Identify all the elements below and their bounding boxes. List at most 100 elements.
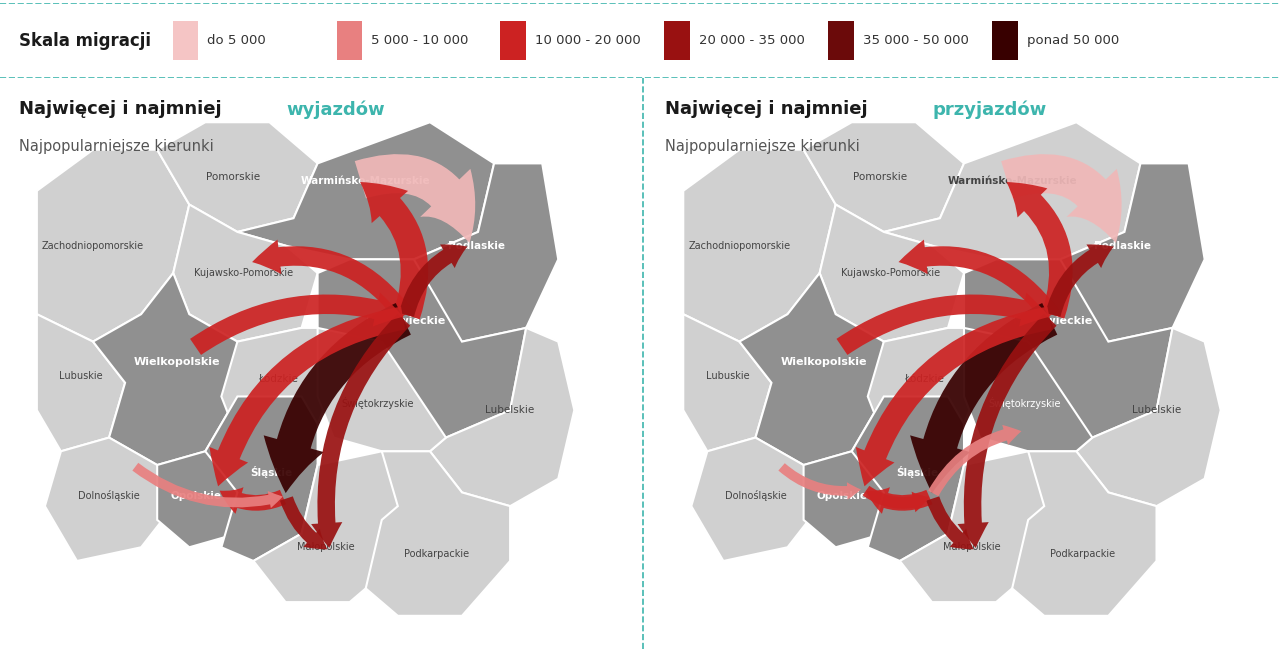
Polygon shape [804, 122, 964, 232]
FancyArrowPatch shape [910, 303, 1057, 493]
Polygon shape [205, 397, 317, 561]
Bar [173, 21, 198, 60]
Text: Pomorskie: Pomorskie [206, 172, 260, 182]
Text: Świętokrzyskie: Świętokrzyskie [988, 397, 1060, 410]
Text: Warmińsko-Mazurskie: Warmińsko-Mazurskie [947, 175, 1076, 186]
Polygon shape [366, 451, 511, 616]
Polygon shape [237, 122, 494, 260]
Text: Kujawsko-Pomorskie: Kujawsko-Pomorskie [841, 268, 940, 278]
Text: Łódzkie: Łódzkie [257, 374, 297, 384]
Polygon shape [1012, 451, 1157, 616]
Polygon shape [684, 150, 836, 341]
Polygon shape [173, 204, 317, 341]
Text: 35 000 - 50 000: 35 000 - 50 000 [863, 34, 969, 47]
Text: Małopolskie: Małopolskie [297, 543, 355, 552]
Text: Dolnośląskie: Dolnośląskie [724, 491, 786, 502]
FancyArrowPatch shape [132, 463, 283, 508]
Polygon shape [964, 260, 1172, 437]
FancyArrowPatch shape [264, 303, 411, 493]
Polygon shape [740, 273, 883, 465]
Text: 10 000 - 20 000: 10 000 - 20 000 [535, 34, 641, 47]
Text: Mazowieckie: Mazowieckie [1012, 316, 1092, 326]
FancyArrowPatch shape [957, 313, 1056, 548]
Text: Najwięcej i najmniej: Najwięcej i najmniej [19, 101, 221, 118]
Text: Śląskie: Śląskie [896, 466, 938, 478]
Polygon shape [45, 437, 173, 561]
Text: Zachodniopomorskie: Zachodniopomorskie [689, 241, 791, 251]
Text: Lubelskie: Lubelskie [1132, 405, 1181, 415]
Polygon shape [157, 122, 317, 232]
Text: Lubelskie: Lubelskie [485, 405, 535, 415]
Polygon shape [964, 328, 1092, 451]
Text: Mazowieckie: Mazowieckie [366, 316, 445, 326]
Polygon shape [253, 451, 413, 602]
FancyArrowPatch shape [778, 463, 861, 500]
Bar [500, 21, 526, 60]
Text: Zachodniopomorskie: Zachodniopomorskie [42, 241, 145, 251]
Text: Warmińsko-Mazurskie: Warmińsko-Mazurskie [301, 175, 430, 186]
Text: wyjazdów: wyjazdów [287, 101, 385, 119]
Polygon shape [317, 328, 445, 451]
Polygon shape [1076, 328, 1221, 506]
FancyArrowPatch shape [1006, 182, 1073, 319]
Text: Podkarpackie: Podkarpackie [1050, 549, 1115, 559]
Polygon shape [851, 397, 964, 561]
FancyArrowPatch shape [1046, 245, 1114, 317]
Text: Skala migracji: Skala migracji [19, 32, 151, 49]
Text: Najpopularniejsze kierunki: Najpopularniejsze kierunki [19, 139, 214, 154]
Text: do 5 000: do 5 000 [207, 34, 266, 47]
FancyArrowPatch shape [360, 182, 429, 319]
FancyArrowPatch shape [899, 239, 1059, 321]
FancyArrowPatch shape [355, 154, 475, 243]
FancyArrowPatch shape [928, 425, 1021, 496]
Text: Łódzkie: Łódzkie [904, 374, 943, 384]
FancyArrowPatch shape [837, 293, 1050, 355]
Polygon shape [93, 273, 237, 465]
Polygon shape [157, 437, 253, 547]
Polygon shape [1060, 164, 1204, 341]
Text: Podlaskie: Podlaskie [1094, 241, 1151, 251]
FancyArrowPatch shape [856, 306, 1052, 486]
Polygon shape [804, 437, 900, 547]
Polygon shape [691, 437, 819, 561]
Polygon shape [37, 150, 189, 341]
Text: Najpopularniejsze kierunki: Najpopularniejsze kierunki [666, 139, 860, 154]
Polygon shape [819, 204, 964, 341]
FancyArrowPatch shape [220, 487, 287, 514]
Polygon shape [684, 314, 772, 451]
FancyArrowPatch shape [927, 496, 974, 549]
FancyArrowPatch shape [399, 245, 467, 317]
Text: Najwięcej i najmniej: Najwięcej i najmniej [666, 101, 868, 118]
Text: Opolskie: Opolskie [817, 491, 868, 501]
FancyArrowPatch shape [867, 487, 933, 514]
Bar [664, 21, 690, 60]
Text: Pomorskie: Pomorskie [852, 172, 906, 182]
FancyArrowPatch shape [210, 306, 406, 486]
Polygon shape [221, 328, 334, 451]
Text: Opolskie: Opolskie [170, 491, 221, 501]
Polygon shape [317, 260, 526, 437]
Polygon shape [900, 451, 1060, 602]
FancyArrowPatch shape [311, 313, 410, 548]
FancyArrowPatch shape [252, 239, 412, 321]
Text: Małopolskie: Małopolskie [943, 543, 1001, 552]
Text: Lubuskie: Lubuskie [705, 371, 749, 381]
FancyArrowPatch shape [280, 496, 328, 549]
Text: Podlaskie: Podlaskie [448, 241, 504, 251]
Text: Wielkopolskie: Wielkopolskie [134, 357, 220, 367]
Text: Lubuskie: Lubuskie [59, 371, 102, 381]
Text: Śląskie: Śląskie [250, 466, 292, 478]
Polygon shape [883, 122, 1140, 260]
FancyArrowPatch shape [863, 486, 929, 512]
Polygon shape [37, 314, 125, 451]
Text: Dolnośląskie: Dolnośląskie [78, 491, 140, 502]
Text: Kujawsko-Pomorskie: Kujawsko-Pomorskie [195, 268, 293, 278]
Text: Wielkopolskie: Wielkopolskie [781, 357, 867, 367]
Text: Podkarpackie: Podkarpackie [403, 549, 468, 559]
FancyArrowPatch shape [191, 293, 403, 355]
Polygon shape [430, 328, 575, 506]
Text: ponad 50 000: ponad 50 000 [1027, 34, 1119, 47]
Bar [828, 21, 854, 60]
Text: Świętokrzyskie: Świętokrzyskie [342, 397, 413, 410]
Text: 20 000 - 35 000: 20 000 - 35 000 [699, 34, 805, 47]
